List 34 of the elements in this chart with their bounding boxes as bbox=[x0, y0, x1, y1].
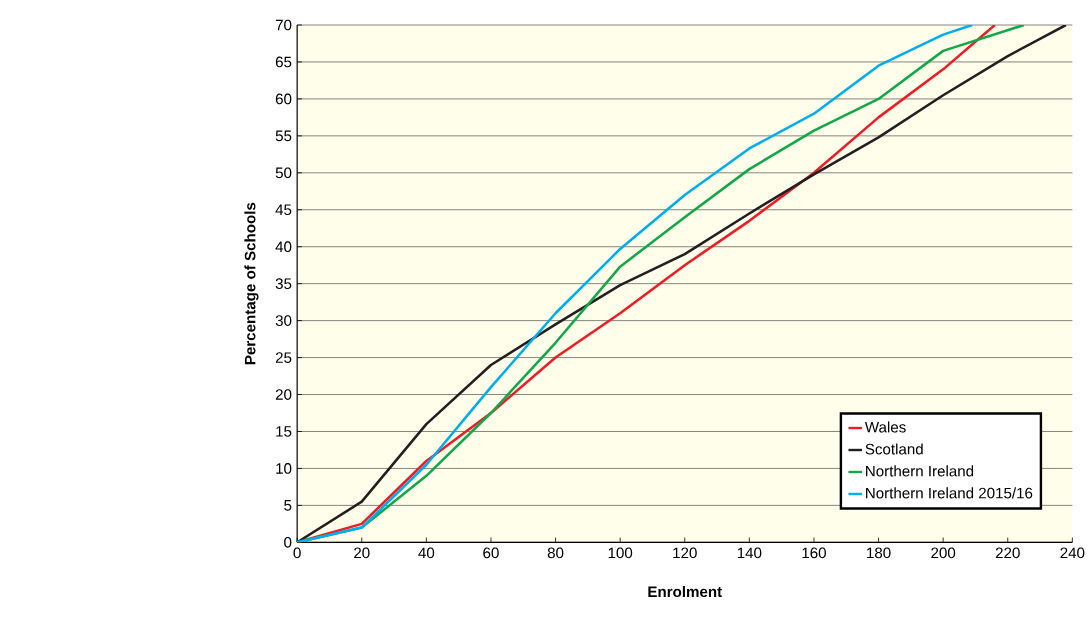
y-tick-label: 5 bbox=[284, 500, 292, 511]
x-tick-label: 180 bbox=[867, 547, 891, 559]
x-tick-label: 60 bbox=[483, 547, 499, 559]
x-tick-label: 220 bbox=[995, 547, 1020, 559]
y-tick-label: 40 bbox=[275, 241, 292, 253]
y-tick-label: 65 bbox=[275, 56, 292, 68]
legend-label: Northern Ireland bbox=[866, 465, 974, 477]
x-tick-label: 200 bbox=[931, 547, 956, 559]
y-tick-label: 15 bbox=[276, 426, 292, 437]
x-tick-label: 20 bbox=[354, 547, 370, 559]
legend-label: Scotland bbox=[865, 443, 923, 455]
x-axis-title: Enrolment bbox=[648, 586, 722, 598]
y-tick-label: 20 bbox=[275, 389, 292, 401]
x-tick-label: 160 bbox=[802, 547, 826, 559]
x-tick-label: 120 bbox=[673, 547, 697, 559]
y-tick-label: 70 bbox=[275, 19, 292, 31]
x-tick-label: 140 bbox=[737, 547, 762, 559]
y-tick-label: 50 bbox=[275, 167, 292, 179]
y-tick-label: 0 bbox=[284, 537, 292, 548]
x-tick-label: 240 bbox=[1060, 547, 1085, 559]
x-tick-label: 80 bbox=[547, 547, 564, 559]
x-tick-label: 100 bbox=[608, 547, 633, 559]
y-tick-label: 25 bbox=[275, 352, 292, 364]
y-axis-title: Percentage of Schools bbox=[244, 203, 259, 365]
y-tick-label: 10 bbox=[276, 463, 292, 475]
x-tick-label: 40 bbox=[418, 547, 435, 559]
y-tick-label: 35 bbox=[275, 278, 292, 290]
legend-label: Wales bbox=[864, 421, 906, 433]
legend-label: Northern Ireland 2015/16 bbox=[866, 487, 1033, 499]
y-tick-label: 45 bbox=[275, 204, 292, 216]
y-tick-label: 55 bbox=[275, 130, 292, 142]
y-tick-label: 30 bbox=[275, 315, 292, 327]
x-tick-label: 0 bbox=[293, 547, 301, 559]
y-tick-label: 60 bbox=[275, 93, 292, 105]
